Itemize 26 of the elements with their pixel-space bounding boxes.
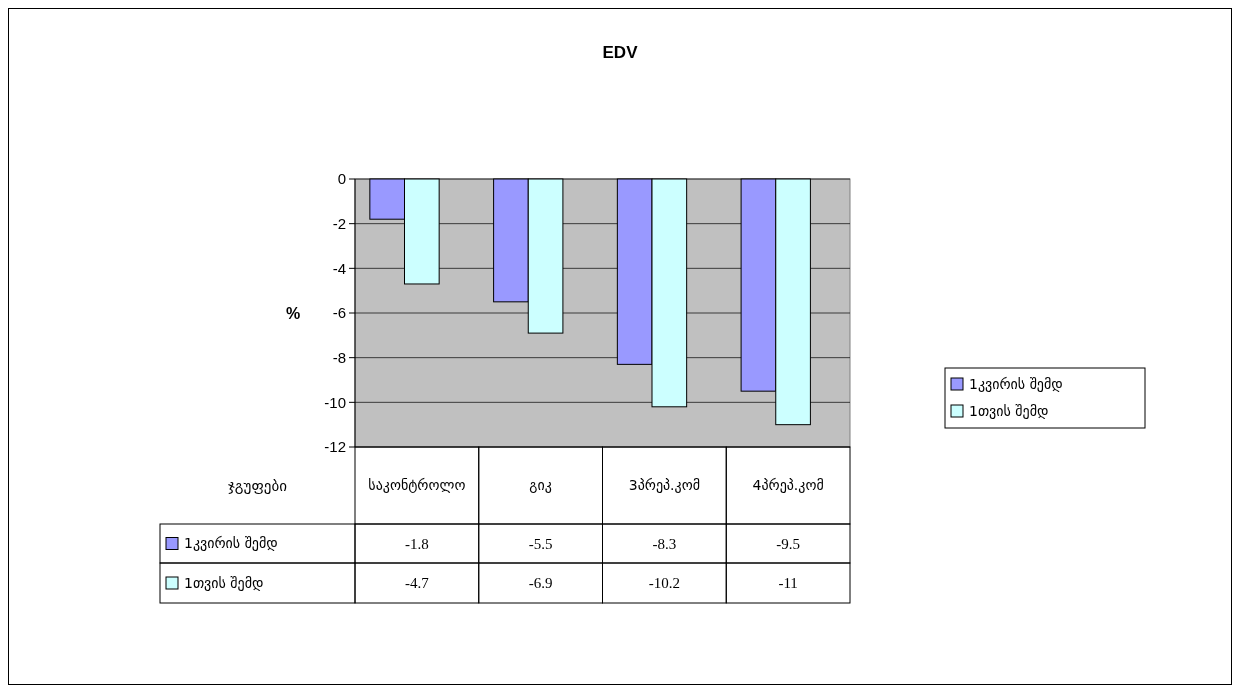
x-tick-label: საკონტროლო (368, 477, 466, 494)
x-tick-label: 4პრეპ.კომ (752, 477, 824, 494)
y-axis-title: % (285, 304, 301, 322)
legend-label: 1თვის შემდ (969, 402, 1049, 419)
data-label: -11 (778, 575, 798, 592)
x-tick-label: 3პრეპ.კომ (628, 477, 701, 494)
legend-label: 1კვირის შემდ (184, 535, 278, 552)
data-label: -1.8 (405, 535, 429, 552)
y-tick-label: 0 (337, 170, 346, 188)
text: 1კვირის შემდ (969, 375, 1063, 392)
chart-title: EDV (602, 43, 639, 62)
x-tick-label: გიკ (529, 477, 552, 494)
y-tick-label: -4 (332, 259, 346, 277)
y-tick-label: -8 (332, 348, 346, 366)
data-label: -9.5 (776, 535, 800, 552)
text: 1თვის შემდ (184, 574, 264, 591)
data-label: -8.3 (652, 535, 677, 552)
data-label: -6.9 (528, 575, 553, 592)
data-label: -5.5 (528, 535, 553, 552)
data-label: -10.2 (648, 575, 680, 592)
data-label: -4.7 (405, 575, 430, 592)
y-tick-label: -12 (324, 438, 346, 456)
x-axis-title: ჯგუფები (228, 476, 288, 495)
y-tick-label: -6 (332, 304, 346, 322)
y-tick-label: -2 (332, 214, 346, 232)
y-tick-label: -10 (324, 393, 346, 411)
